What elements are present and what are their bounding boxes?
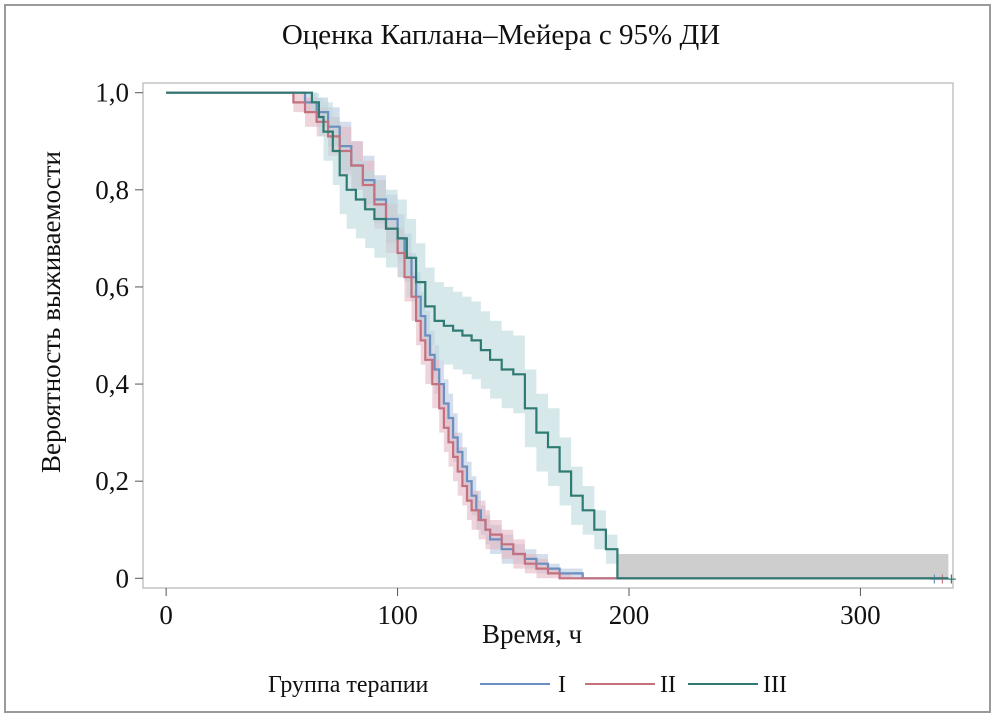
legend-label-i: I [558, 672, 566, 698]
x-axis-ticks: 0 100 200 300 [159, 588, 881, 630]
ci-bands [166, 92, 949, 579]
x-axis-label: Время, ч [482, 619, 582, 649]
y-tick-label: 0,6 [95, 272, 129, 302]
legend-label-ii: II [660, 672, 676, 698]
x-tick-label: 200 [609, 600, 650, 630]
censor-mark-iii: + [946, 571, 958, 587]
y-axis-ticks: 0 0,2 0,4 0,6 0,8 1,0 [95, 78, 143, 593]
y-tick-label: 1,0 [95, 78, 129, 108]
curve-iii [166, 91, 949, 580]
ci-band-iii [166, 92, 949, 579]
curve-ii [166, 91, 949, 580]
survival-curves: +++ [166, 91, 958, 587]
ci-band-tail [617, 554, 949, 579]
y-axis-label: Вероятность выживаемости [36, 151, 66, 473]
legend-title: Группа терапии [268, 672, 429, 698]
x-tick-label: 0 [159, 600, 173, 630]
x-tick-label: 300 [840, 600, 881, 630]
y-tick-label: 0,4 [95, 369, 129, 399]
y-tick-label: 0 [116, 563, 130, 593]
y-tick-label: 0,8 [95, 175, 129, 205]
x-tick-label: 100 [377, 600, 418, 630]
y-tick-label: 0,2 [95, 466, 129, 496]
chart-title: Оценка Каплана–Мейера с 95% ДИ [282, 19, 720, 51]
legend: Группа терапии I II III [268, 672, 787, 698]
plot-area [142, 82, 954, 589]
legend-label-iii: III [763, 672, 787, 698]
